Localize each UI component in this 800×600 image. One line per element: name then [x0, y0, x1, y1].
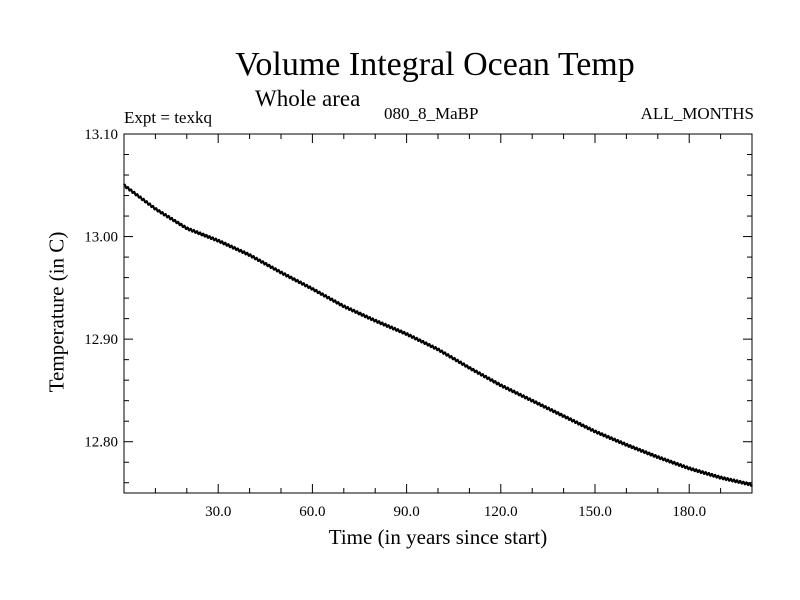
- y-tick-label: 13.10: [84, 127, 118, 143]
- x-tick-label: 90.0: [393, 504, 419, 520]
- x-tick-label: 150.0: [578, 504, 612, 520]
- y-tick-label: 12.80: [84, 435, 118, 451]
- y-tick-label: 13.00: [84, 230, 118, 246]
- chart-subtitle: Whole area: [255, 86, 361, 111]
- axis-ticks: [124, 133, 752, 493]
- x-tick-label: 30.0: [205, 504, 231, 520]
- y-tick-label: 12.90: [84, 332, 118, 348]
- x-tick-label: 60.0: [299, 504, 325, 520]
- x-axis-label: Time (in years since start): [328, 525, 548, 549]
- axis-tick-labels: 30.0 60.0 90.0 120.0 150.0 180.0 12.80 12.90 13.…: [84, 127, 706, 520]
- experiment-label: Expt = texkq: [124, 108, 212, 127]
- plot-frame: [123, 133, 753, 494]
- x-tick-label: 180.0: [672, 504, 706, 520]
- months-label: ALL_MONTHS: [640, 104, 754, 123]
- series-line: [123, 183, 753, 487]
- x-tick-label: 120.0: [484, 504, 518, 520]
- run-label: 080_8_MaBP: [384, 104, 479, 123]
- chart-title: Volume Integral Ocean Temp: [235, 46, 635, 83]
